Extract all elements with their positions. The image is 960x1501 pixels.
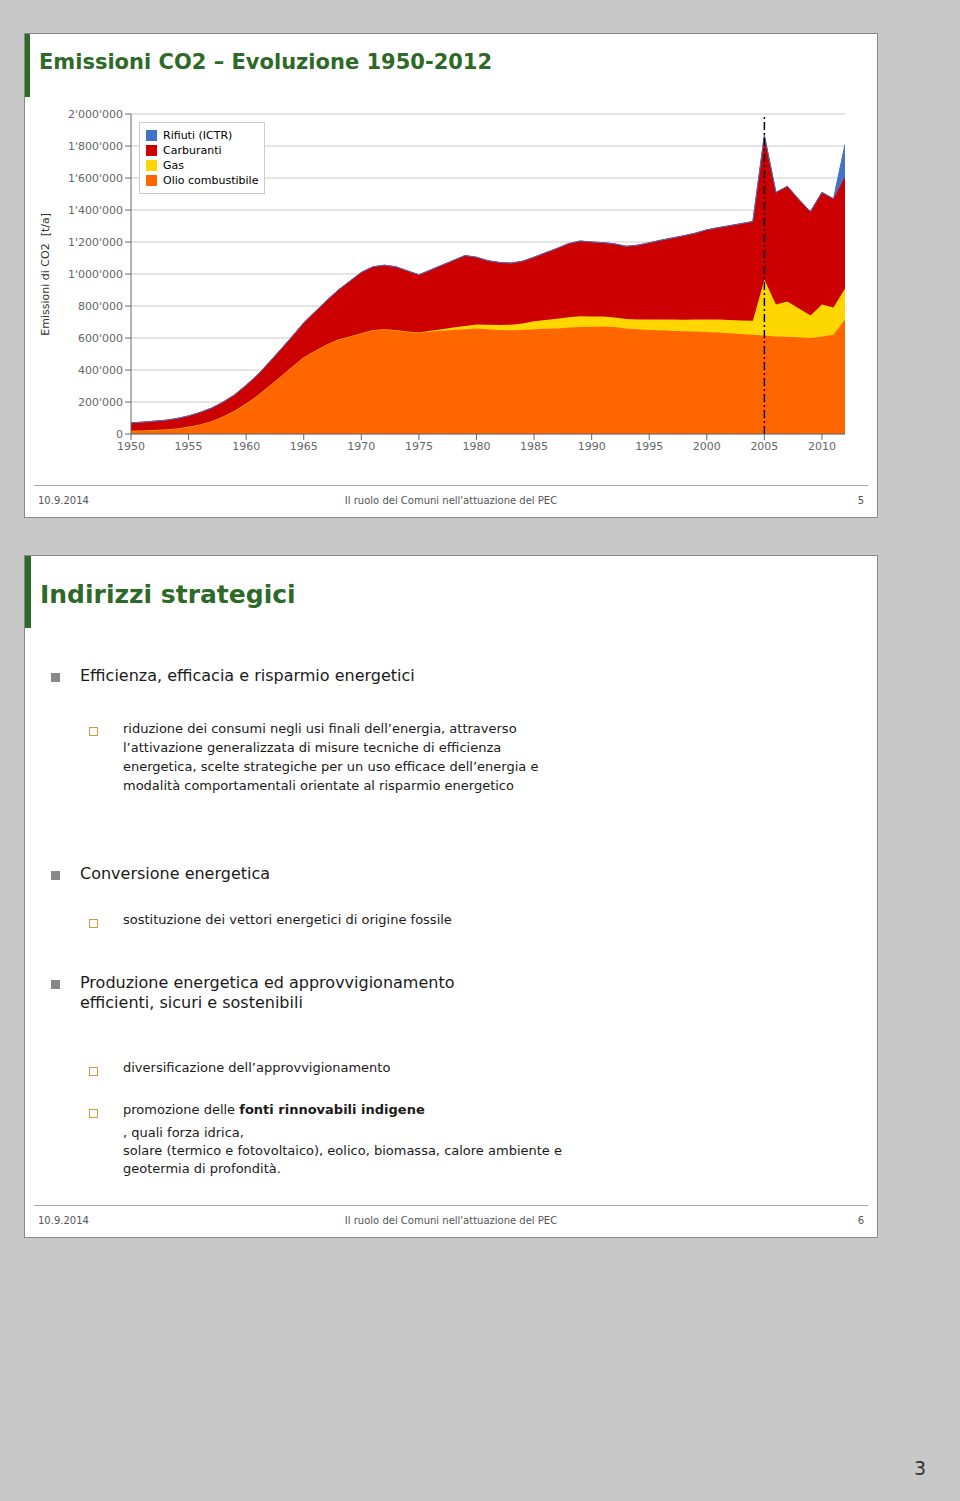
svg-text:1960: 1960 [232, 440, 260, 453]
svg-text:1'400'000: 1'400'000 [68, 204, 123, 217]
html-text:Indirizzi strategici: Indirizzi strategici [40, 580, 296, 609]
html-text:Produzione energetica ed appro: Produzione energetica ed approvvigioname… [80, 973, 455, 992]
svg-text:1980: 1980 [462, 440, 490, 453]
svg-text:1970: 1970 [347, 440, 375, 453]
svg-text:1990: 1990 [578, 440, 606, 453]
html-text:Gas: Gas [163, 159, 184, 172]
html-text:Efficienza, efficacia e rispar: Efficienza, efficacia e risparmio energe… [80, 666, 415, 685]
html-text:riduzione dei consumi negli us: riduzione dei consumi negli usi finali d… [123, 721, 539, 793]
svg-text:1975: 1975 [405, 440, 433, 453]
svg-text:1'800'000: 1'800'000 [68, 140, 123, 153]
svg-text:600'000: 600'000 [78, 332, 123, 345]
html-text:efficienti, sicuri e sostenibi: efficienti, sicuri e sostenibili [80, 993, 303, 1012]
html-text:Olio combustibile: Olio combustibile [163, 174, 259, 187]
html-text:10.9.2014: 10.9.2014 [38, 1215, 89, 1226]
html-text:, quali forza idrica, solare (: , quali forza idrica, solare (termico e … [123, 1125, 562, 1177]
svg-text:1965: 1965 [290, 440, 318, 453]
html-text:Carburanti: Carburanti [163, 144, 222, 157]
svg-text:800'000: 800'000 [78, 300, 123, 313]
svg-text:2'000'000: 2'000'000 [68, 108, 123, 121]
html-text:5: 5 [857, 495, 864, 506]
html-text:Il ruolo dei Comuni nell'attua: Il ruolo dei Comuni nell'attuazione del … [344, 1215, 558, 1226]
html-text:Emissioni di CO2 [t/a]: Emissioni di CO2 [t/a] [38, 212, 52, 336]
svg-text:1'000'000: 1'000'000 [68, 268, 123, 281]
svg-text:1'600'000: 1'600'000 [68, 172, 123, 185]
svg-text:1950: 1950 [117, 440, 145, 453]
html-text:Rifiuti (ICTR): Rifiuti (ICTR) [163, 129, 233, 142]
svg-text:1985: 1985 [520, 440, 548, 453]
html-text:Il ruolo dei Comuni nell'attua: Il ruolo dei Comuni nell'attuazione del … [344, 495, 558, 506]
html-text:Emissioni CO2 – Evoluzione 195: Emissioni CO2 – Evoluzione 1950-2012 [39, 50, 493, 74]
svg-text:200'000: 200'000 [78, 396, 123, 409]
html-text:3: 3 [913, 1457, 926, 1479]
svg-text:400'000: 400'000 [78, 364, 123, 377]
svg-text:2010: 2010 [808, 440, 836, 453]
svg-text:2005: 2005 [750, 440, 778, 453]
svg-text:2000: 2000 [693, 440, 721, 453]
html-text:Conversione energetica: Conversione energetica [80, 864, 271, 883]
svg-text:1955: 1955 [175, 440, 203, 453]
svg-text:0: 0 [116, 428, 123, 441]
svg-text:1'200'000: 1'200'000 [68, 236, 123, 249]
html-text:sostituzione dei vettori energ: sostituzione dei vettori energetici di o… [123, 912, 452, 927]
html-text:diversificazione dell’approvvi: diversificazione dell’approvvigionamento [123, 1060, 391, 1075]
svg-text:1995: 1995 [635, 440, 663, 453]
html-text:promozione delle fonti rinnova: promozione delle fonti rinnovabili indig… [123, 1102, 425, 1117]
html-text:10.9.2014: 10.9.2014 [38, 495, 89, 506]
html-text:6: 6 [857, 1215, 864, 1226]
